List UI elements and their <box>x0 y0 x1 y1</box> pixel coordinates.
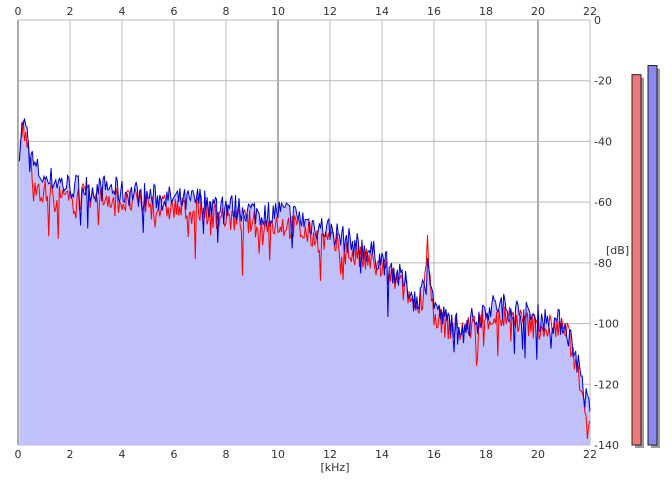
x-tick-label-bottom: 6 <box>171 448 178 461</box>
x-tick-label-bottom: 20 <box>531 448 545 461</box>
y-tick-label: -60 <box>594 196 612 209</box>
series-line-blue <box>18 118 591 412</box>
x-tick-label-top: 16 <box>427 5 441 18</box>
x-tick-label-bottom: 8 <box>223 448 230 461</box>
x-ticks-top: 0 2 4 6 8 10 12 14 16 18 20 22 <box>15 5 598 18</box>
x-axis-label: [kHz] <box>321 461 350 474</box>
x-tick-label-top: 10 <box>271 5 285 18</box>
level-meter-bar <box>631 74 642 446</box>
x-tick-label-top: 8 <box>223 5 230 18</box>
x-tick-label-bottom: 10 <box>271 448 285 461</box>
x-tick-label-top: 6 <box>171 5 178 18</box>
y-tick-label: -20 <box>594 75 612 88</box>
x-tick-label-bottom: 2 <box>67 448 74 461</box>
x-tick-label-bottom: 22 <box>583 448 597 461</box>
y-tick-label: -120 <box>594 378 619 391</box>
x-tick-label-top: 22 <box>583 5 597 18</box>
x-tick-label-top: 4 <box>119 5 126 18</box>
spectrum-fill <box>19 118 591 445</box>
x-tick-label-top: 12 <box>323 5 337 18</box>
x-tick-label-top: 18 <box>479 5 493 18</box>
x-tick-label-bottom: 4 <box>119 448 126 461</box>
level-meters <box>631 65 660 449</box>
x-tick-label-top: 20 <box>531 5 545 18</box>
x-tick-label-top: 2 <box>67 5 74 18</box>
x-tick-label-bottom: 14 <box>375 448 389 461</box>
y-tick-label: -40 <box>594 135 612 148</box>
y-tick-label: -100 <box>594 318 619 331</box>
series-lines <box>18 118 591 440</box>
y-tick-label: -80 <box>594 257 612 270</box>
series-line-red <box>18 120 591 440</box>
x-ticks-bottom: 0 2 4 6 8 10 12 14 16 18 20 22 <box>15 448 598 461</box>
x-tick-label-top: 0 <box>15 5 22 18</box>
x-tick-label-bottom: 16 <box>427 448 441 461</box>
x-tick-label-bottom: 18 <box>479 448 493 461</box>
spectrum-area <box>19 118 591 445</box>
level-meter-bar <box>647 65 658 446</box>
y-ticks: 0 -20 -40 -60 -80 -100 -120 -140 <box>594 14 619 452</box>
x-tick-label-bottom: 0 <box>15 448 22 461</box>
y-tick-label: 0 <box>594 14 601 27</box>
y-tick-label: -140 <box>594 439 619 452</box>
x-tick-label-top: 14 <box>375 5 389 18</box>
x-tick-label-bottom: 12 <box>323 448 337 461</box>
y-axis-label: [dB] <box>606 244 629 257</box>
